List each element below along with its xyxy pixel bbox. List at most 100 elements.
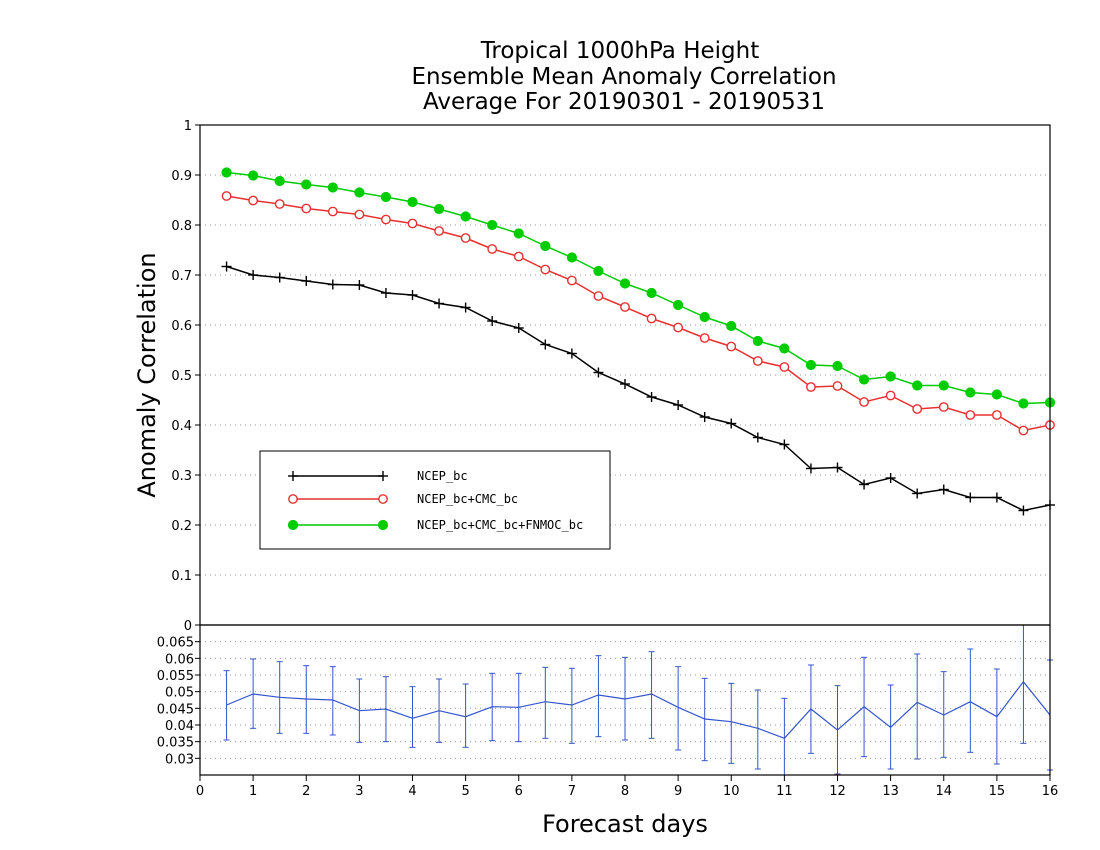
data-point [221,261,232,272]
x-tick-label: 0 [196,784,204,799]
data-point [938,402,949,412]
legend-samples [287,471,389,531]
y-tick-label: 0.5 [171,369,192,384]
data-point [487,316,498,326]
difference-y-tick-label: 0.065 [157,636,194,651]
data-point [726,418,737,429]
data-point [354,209,365,220]
main-y-axis: 0.1 0.2 0.3 0.4 0.5 0.6 0.7 0.8 0.9 1 [171,119,200,626]
data-point [832,360,843,372]
error-bar [595,655,602,738]
data-point [779,343,790,354]
legend-label-ncep-cmc-fnmoc: NCEP_bc+CMC_bc+FNMOC_bc [417,518,583,532]
data-point [434,298,445,309]
data-point [460,233,471,243]
series-3 [221,167,1056,409]
data-point [938,380,949,391]
data-point [513,323,524,333]
y-tick-label: 0.1 [171,569,192,584]
data-point [752,335,763,347]
data-point [673,322,684,333]
data-point [673,299,684,311]
data-point [593,291,604,301]
data-point [752,356,763,366]
data-point [327,279,338,290]
data-point [885,473,896,483]
error-bar [356,678,363,743]
x-tick-label: 5 [461,784,469,799]
data-point [619,278,631,289]
x-tick-label: 7 [568,784,576,799]
error-bar [329,666,336,736]
data-point [858,374,870,385]
y-tick-label: 0.3 [171,469,192,484]
data-point [646,287,657,299]
data-point [301,179,312,190]
difference-line [226,680,1051,740]
y-tick-label: 0.9 [171,169,192,184]
error-bar [648,651,655,739]
data-point [779,362,790,372]
y-axis-label: Anomaly Correlation [133,252,161,497]
error-bar [754,689,761,770]
error-bar [967,648,974,753]
legend-box [259,450,611,550]
data-point [487,219,498,231]
difference-layer [223,624,1053,776]
data-point [912,488,923,499]
error-bar [701,677,708,762]
data-point [460,302,471,313]
error-bar [462,683,469,748]
data-point [805,359,817,371]
error-bar [489,672,496,742]
data-point [327,206,338,217]
data-point [380,191,392,203]
error-bar [223,670,230,741]
x-tick-label: 11 [776,784,793,799]
data-point [938,484,949,495]
x-tick-label: 6 [515,784,523,799]
error-bar [993,668,1000,765]
data-point [248,170,259,181]
x-tick-label: 2 [302,784,310,799]
data-point [354,280,365,290]
x-axis: 0 1 2 3 4 5 6 7 8 9 10 11 12 13 14 15 16 [196,775,1058,799]
data-point [859,479,870,490]
error-bar [675,666,682,751]
data-point [885,390,896,401]
data-point [965,387,976,398]
series-line [226,171,1051,405]
series-2 [221,191,1055,436]
data-point [620,379,630,389]
data-point [646,392,657,402]
x-tick-label: 4 [408,784,416,799]
data-point [433,203,445,215]
y-tick-label: 0.7 [171,269,192,284]
error-bar [940,671,947,758]
series-1 [221,261,1055,516]
error-bar [834,685,841,775]
chart-title-line-3: Average For 20190301 - 20190531 [423,89,825,115]
error-bar [436,678,443,743]
data-point [832,381,843,391]
error-bar [542,666,549,739]
data-point [991,410,1002,420]
series-layer [221,167,1056,516]
data-point [646,313,657,324]
data-point [885,371,896,382]
legend-sample-marker [287,519,299,531]
data-point [354,187,365,198]
data-point [221,167,232,178]
data-point [752,432,763,443]
x-axis-label: Forecast days [542,810,708,838]
data-point [274,175,285,187]
x-tick-label: 9 [674,784,682,799]
data-point [965,492,976,503]
difference-y-tick-label: 0.045 [157,702,194,717]
data-point [566,275,577,286]
data-point [513,251,524,262]
legend-sample-marker [378,471,388,481]
data-point [912,404,923,414]
data-point [301,203,312,214]
